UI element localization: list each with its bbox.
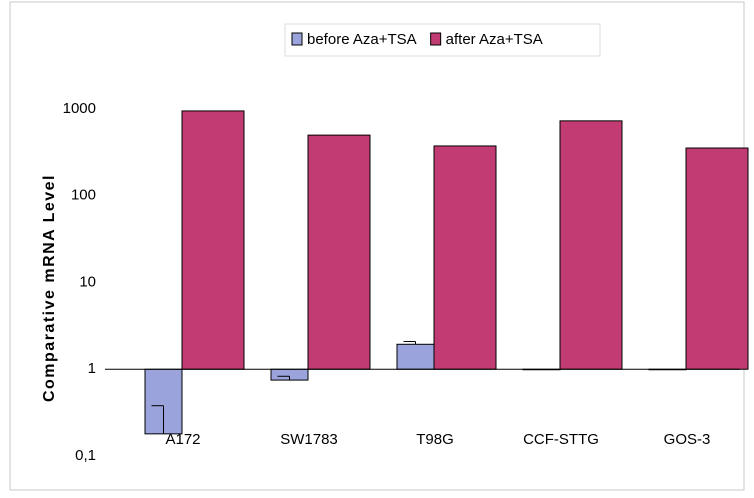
bar — [559, 120, 623, 370]
x-tick-label: A172 — [165, 431, 200, 448]
legend-box — [284, 23, 601, 57]
x-tick-label: SW1783 — [280, 431, 338, 448]
bar — [396, 343, 435, 370]
bar — [433, 145, 497, 370]
y-axis-label: Comparative mRNA Level — [41, 174, 58, 402]
bar — [307, 134, 371, 370]
legend-swatch — [430, 32, 442, 46]
y-tick-label: 10 — [79, 273, 96, 290]
legend-swatch — [291, 32, 303, 46]
legend-label: before Aza+TSA — [307, 31, 417, 48]
bar — [181, 110, 245, 370]
x-tick-label: T98G — [416, 431, 454, 448]
y-tick-label: 0,1 — [75, 447, 96, 464]
y-tick-label: 100 — [71, 187, 96, 204]
legend-label: after Aza+TSA — [446, 31, 543, 48]
chart-frame — [9, 1, 745, 491]
y-tick-label: 1 — [88, 360, 96, 377]
bar — [685, 147, 749, 370]
x-tick-label: GOS-3 — [664, 431, 711, 448]
x-tick-label: CCF-STTG — [523, 431, 599, 448]
y-tick-label: 1000 — [63, 100, 96, 117]
